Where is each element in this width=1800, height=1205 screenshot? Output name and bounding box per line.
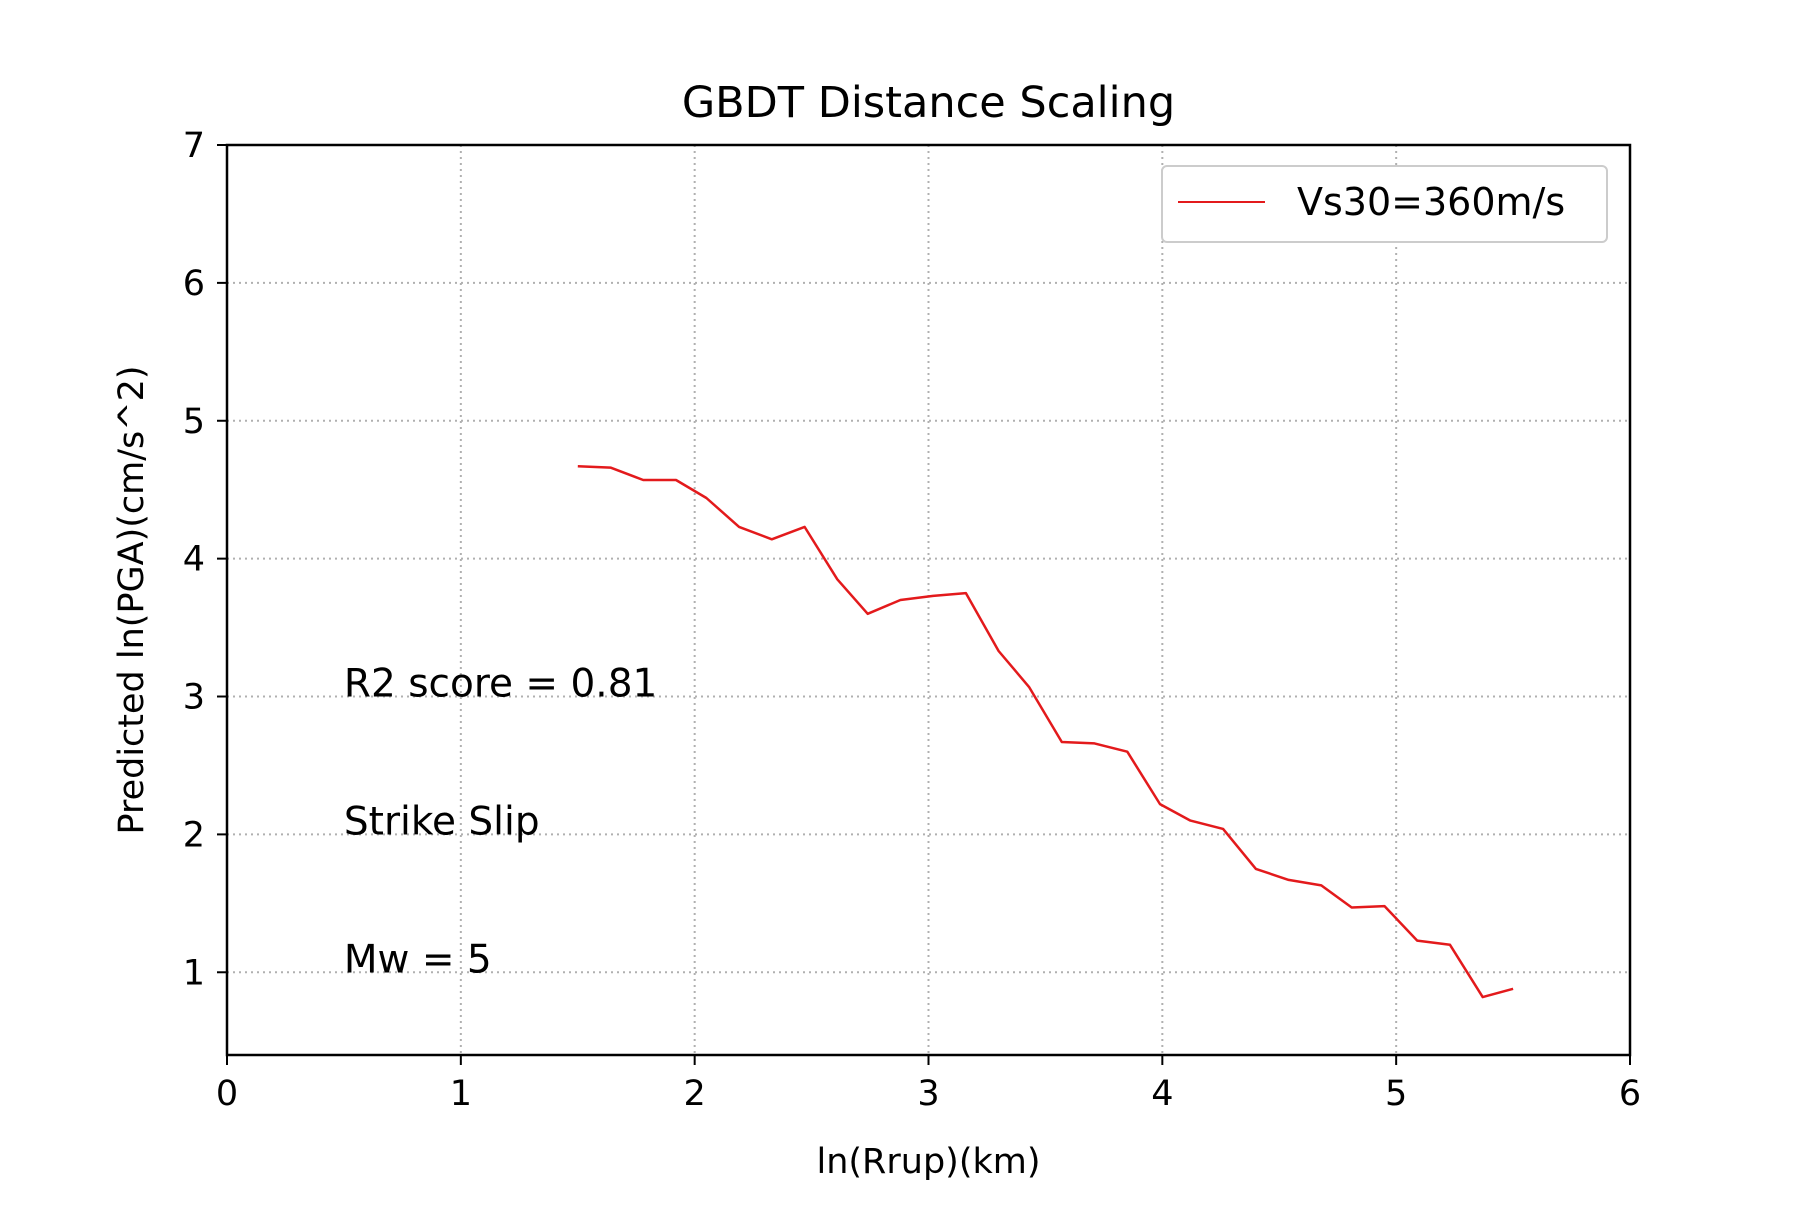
x-tick-label-3: 3 xyxy=(917,1074,939,1114)
y-tick-label-6: 6 xyxy=(183,264,205,304)
annotation-2: Mw = 5 xyxy=(344,937,492,982)
y-tick-label-3: 3 xyxy=(183,678,205,718)
x-axis-label: ln(Rrup)(km) xyxy=(817,1142,1041,1182)
y-axis-label: Predicted ln(PGA)(cm/s^2) xyxy=(112,365,152,834)
y-tick-label-1: 1 xyxy=(183,953,205,993)
y-tick-label-2: 2 xyxy=(183,815,205,855)
x-tick-label-6: 6 xyxy=(1619,1074,1641,1114)
y-tick-label-4: 4 xyxy=(183,540,205,580)
x-tick-label-2: 2 xyxy=(684,1074,706,1114)
x-tick-label-0: 0 xyxy=(216,1074,238,1114)
annotations: R2 score = 0.81 Strike Slip Mw = 5 xyxy=(344,662,657,983)
annotation-0: R2 score = 0.81 xyxy=(344,662,657,707)
y-tick-label-7: 7 xyxy=(183,126,205,166)
y-tick-label-5: 5 xyxy=(183,402,205,442)
axis-ticks: 0 1 2 3 4 5 6 1 2 3 4 5 6 7 xyxy=(183,126,1641,1114)
x-tick-label-1: 1 xyxy=(450,1074,472,1114)
legend-box xyxy=(1161,165,1608,243)
x-tick-label-5: 5 xyxy=(1385,1074,1407,1114)
x-tick-label-4: 4 xyxy=(1151,1074,1173,1114)
legend: Vs30=360m/s xyxy=(1161,165,1608,243)
series-line-0 xyxy=(577,465,1514,999)
chart-title: GBDT Distance Scaling xyxy=(682,78,1175,128)
annotation-1: Strike Slip xyxy=(344,799,540,844)
series-layer xyxy=(577,465,1514,999)
legend-entry-vs30: Vs30=360m/s xyxy=(1297,180,1565,224)
grid-lines xyxy=(227,145,1630,1055)
